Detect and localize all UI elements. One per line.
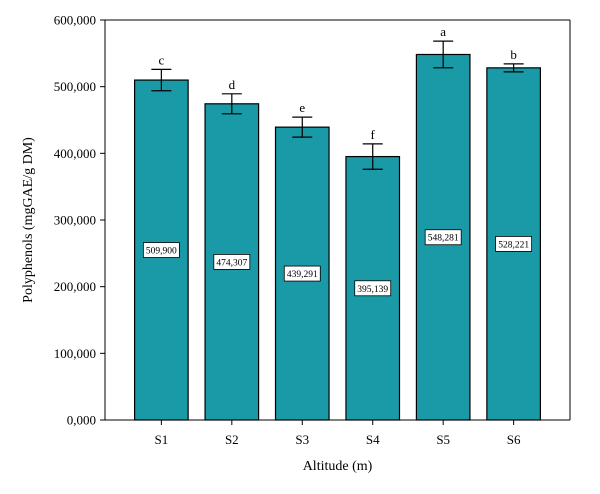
value-label-s1: 509,900 xyxy=(146,247,177,257)
y-tick-label: 400,000 xyxy=(54,146,96,161)
x-tick-label-s6: S6 xyxy=(507,432,521,447)
significance-letter-s3: e xyxy=(299,100,305,115)
significance-letter-s4: f xyxy=(371,127,376,142)
significance-letter-s6: b xyxy=(510,47,517,62)
value-label-s6: 528,221 xyxy=(498,240,529,250)
x-tick-label-s2: S2 xyxy=(225,432,239,447)
x-tick-label-s1: S1 xyxy=(154,432,168,447)
significance-letter-s1: c xyxy=(158,52,164,67)
y-tick-label: 600,000 xyxy=(54,13,96,28)
bars-group: c 509,900 d 474,307 e 439,291 f 395,139 a 548,281… xyxy=(133,24,542,421)
value-label-s4: 395,139 xyxy=(357,285,388,295)
x-tick-label-s5: S5 xyxy=(436,432,450,447)
significance-letter-s2: d xyxy=(229,77,236,92)
x-axis-ticks: S1 S2 S3 S4 S5 S6 xyxy=(154,420,521,447)
value-label-s5: 548,281 xyxy=(428,234,459,244)
y-tick-label: 500,000 xyxy=(54,79,96,94)
value-label-box xyxy=(424,229,462,246)
x-axis-title: Altitude (m) xyxy=(303,459,373,474)
y-axis-ticks: 0,000 100,000 200,000 300,000 400,000 500,000… xyxy=(54,13,105,428)
y-tick-label: 300,000 xyxy=(54,213,96,228)
significance-letter-s5: a xyxy=(440,24,446,39)
value-label-box xyxy=(495,236,533,252)
value-label-box xyxy=(354,280,392,297)
y-tick-label: 0,000 xyxy=(67,413,96,428)
x-tick-label-s3: S3 xyxy=(295,432,309,447)
value-label-box xyxy=(213,253,251,270)
x-tick-label-s4: S4 xyxy=(366,432,380,447)
value-label-s2: 474,307 xyxy=(216,258,247,268)
y-tick-label: 100,000 xyxy=(54,346,96,361)
y-axis-title: Polyphenols (mgGAE/g DM) xyxy=(21,137,36,303)
value-label-s3: 439,291 xyxy=(287,270,318,280)
value-label-box xyxy=(142,242,180,258)
value-label-box xyxy=(283,265,321,282)
y-tick-label: 200,000 xyxy=(54,279,96,294)
